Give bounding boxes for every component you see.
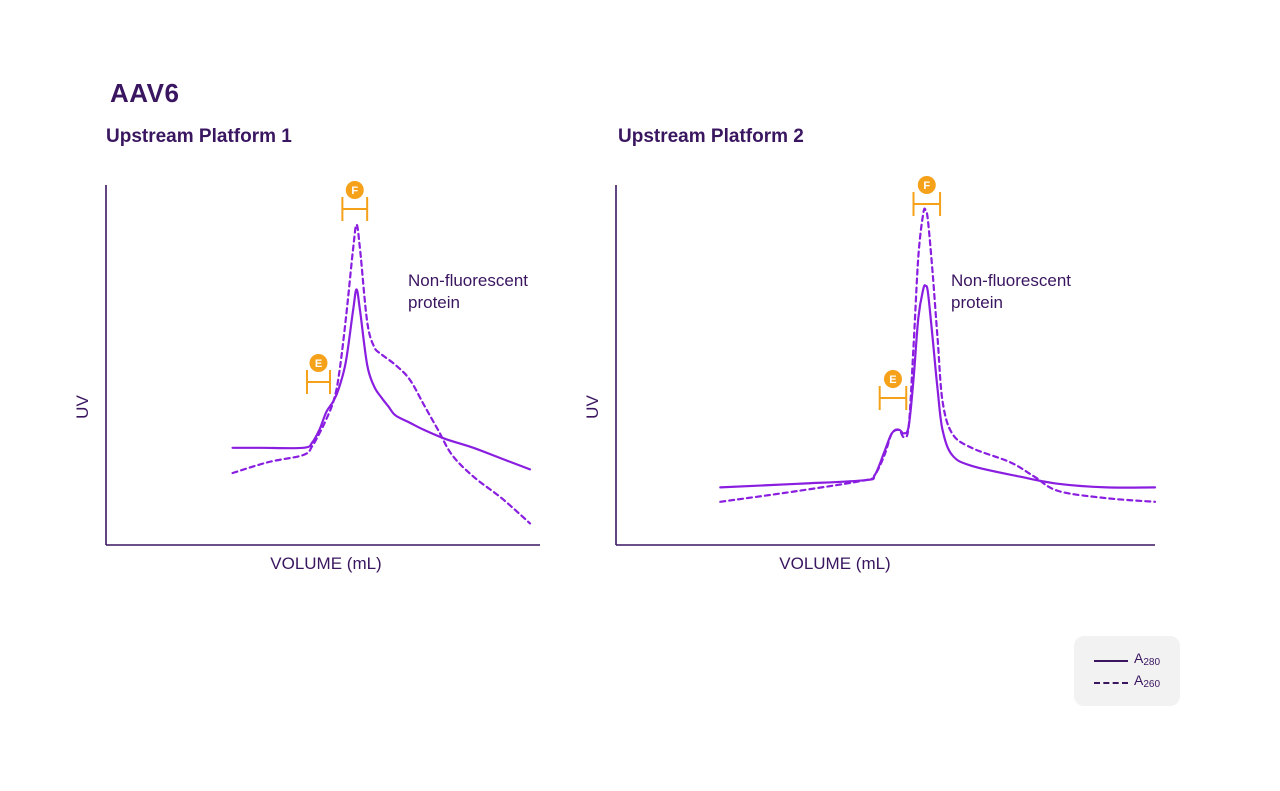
fraction-e-badge-1 [309, 354, 328, 372]
series-a260-1 [231, 223, 532, 525]
x-axis-label-2: VOLUME (mL) [779, 554, 890, 573]
series-a280-2 [719, 284, 1157, 489]
fraction-f-badge-2 [917, 176, 936, 194]
annotation-line-2-2: protein [951, 293, 1003, 312]
fraction-f-badge-1 [345, 181, 364, 199]
annotation-1: Non-fluorescent protein [408, 271, 528, 312]
y-axis-label-2: UV [583, 395, 602, 419]
fraction-e-badge-2 [883, 370, 902, 388]
annotation-line-2-1: Non-fluorescent [951, 271, 1071, 290]
fraction-f-label-2: F [923, 180, 930, 192]
annotation-2: Non-fluorescent protein [951, 271, 1071, 312]
legend-label-a280: A280 [1134, 650, 1161, 668]
legend-label-a260: A260 [1134, 672, 1161, 690]
panel-title-1: Upstream Platform 1 [106, 126, 292, 147]
series-a260-2 [719, 207, 1157, 503]
page-title: AAV6 [110, 78, 180, 108]
fraction-e-label-1: E [315, 358, 322, 370]
legend-dashed-line-icon [1094, 682, 1128, 684]
fraction-e-label-2: E [889, 374, 896, 386]
annotation-line-1-2: protein [408, 293, 460, 312]
annotation-line-1-1: Non-fluorescent [408, 271, 528, 290]
legend-solid-line-icon [1094, 660, 1128, 662]
fraction-f-label-1: F [351, 185, 358, 197]
x-axis-label-1: VOLUME (mL) [270, 554, 381, 573]
legend: A280 A260 [1074, 636, 1180, 706]
panel-title-2: Upstream Platform 2 [618, 126, 804, 147]
y-axis-label-1: UV [73, 395, 92, 419]
series-a280-1 [231, 288, 532, 471]
